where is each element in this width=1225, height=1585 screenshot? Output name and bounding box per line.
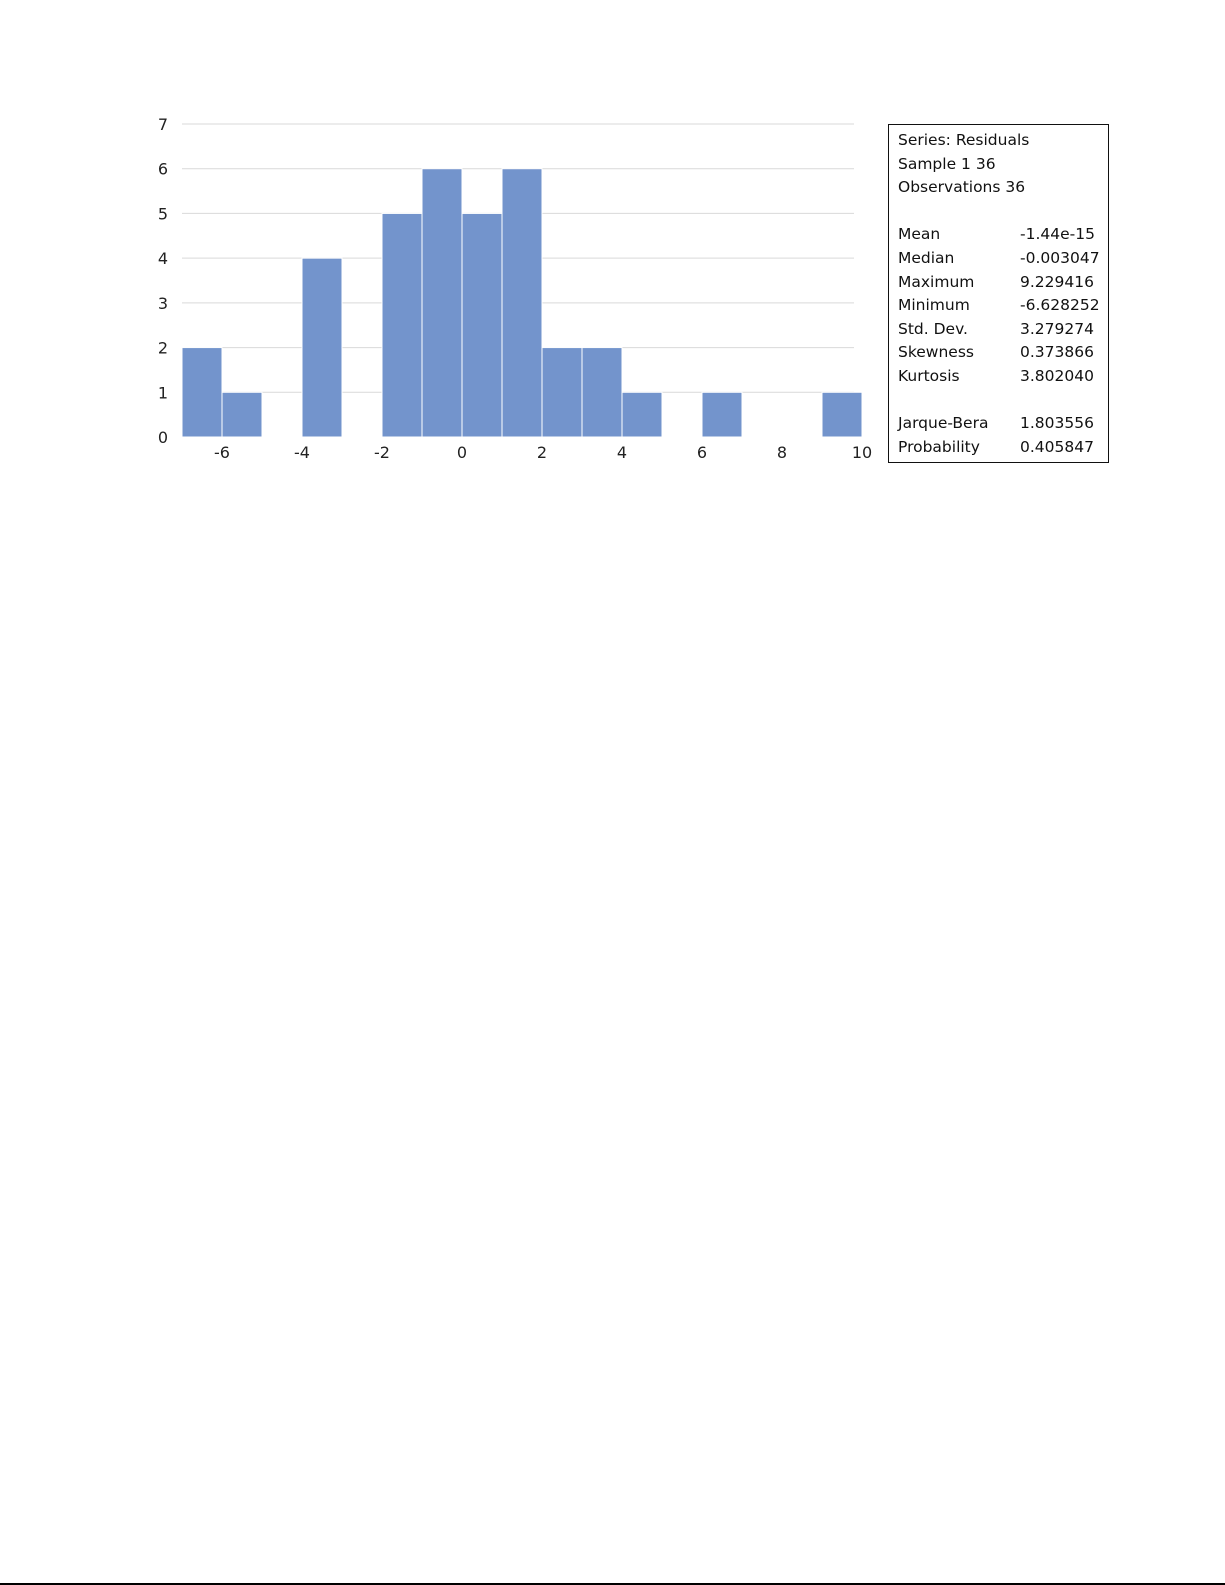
- histogram-bar: [181, 347, 223, 438]
- stat-row-median: Median -0.003047: [898, 247, 1100, 271]
- y-tick-label: 5: [158, 204, 168, 223]
- stat-label: Jarque-Bera: [898, 414, 989, 433]
- y-tick-label: 0: [158, 428, 168, 447]
- stat-label: Mean: [898, 225, 941, 244]
- histogram-bar: [581, 347, 623, 438]
- y-tick-label: 7: [158, 115, 168, 134]
- stat-row-mean: Mean -1.44e-15: [898, 223, 1100, 247]
- stat-value: -0.003047: [1020, 248, 1100, 267]
- stat-label: Skewness: [898, 343, 974, 362]
- y-tick-label: 6: [158, 160, 168, 179]
- stat-value: 9.229416: [1020, 272, 1094, 291]
- stat-row-probability: Probability 0.405847: [898, 436, 1100, 460]
- stat-row-std-dev: Std. Dev. 3.279274: [898, 318, 1100, 342]
- histogram-bar: [301, 257, 343, 438]
- y-axis-ticks: 0 1 2 3 4 5 6 7: [158, 115, 168, 447]
- x-tick-label: 10: [852, 443, 872, 462]
- x-axis-ticks: -6 -4 -2 0 2 4 6 8 10: [214, 443, 872, 462]
- y-tick-label: 4: [158, 249, 168, 268]
- stat-row-minimum: Minimum -6.628252: [898, 294, 1100, 318]
- x-tick-label: 6: [697, 443, 707, 462]
- stat-value: 3.279274: [1020, 319, 1094, 338]
- x-tick-label: -6: [214, 443, 230, 462]
- stat-value: -1.44e-15: [1020, 225, 1095, 244]
- stats-panel: Series: Residuals Sample 1 36 Observatio…: [888, 124, 1109, 463]
- histogram-bar: [701, 391, 743, 438]
- bars: [181, 168, 863, 438]
- y-tick-label: 3: [158, 294, 168, 313]
- stat-value: 0.373866: [1020, 343, 1094, 362]
- stat-row-kurtosis: Kurtosis 3.802040: [898, 365, 1100, 389]
- histogram-bar: [821, 391, 863, 438]
- stat-label: Std. Dev.: [898, 319, 968, 338]
- x-tick-label: -2: [374, 443, 390, 462]
- stat-row-jarque-bera: Jarque-Bera 1.803556: [898, 412, 1100, 436]
- x-tick-label: -4: [294, 443, 310, 462]
- histogram-chart: 0 1 2 3 4 5 6 7 -6 -4 -2 0 2 4 6 8 10: [158, 115, 872, 462]
- x-tick-label: 0: [457, 443, 467, 462]
- sample-label: Sample 1 36: [898, 154, 996, 173]
- stat-label: Median: [898, 248, 955, 267]
- stat-value: -6.628252: [1020, 296, 1100, 315]
- stat-value: 0.405847: [1020, 437, 1094, 456]
- x-tick-label: 8: [777, 443, 787, 462]
- stat-row-maximum: Maximum 9.229416: [898, 271, 1100, 295]
- stat-label: Minimum: [898, 296, 970, 315]
- y-tick-label: 1: [158, 383, 168, 402]
- stat-value: 3.802040: [1020, 366, 1094, 385]
- observations-label: Observations 36: [898, 178, 1026, 197]
- histogram-bar: [421, 168, 463, 438]
- histogram-bar: [501, 168, 543, 438]
- x-tick-label: 4: [617, 443, 627, 462]
- series-label: Series: Residuals: [898, 131, 1030, 149]
- stat-label: Probability: [898, 437, 980, 456]
- stat-row-skewness: Skewness 0.373866: [898, 341, 1100, 365]
- histogram-bar: [461, 212, 503, 438]
- x-tick-label: 2: [537, 443, 547, 462]
- stat-label: Kurtosis: [898, 366, 960, 385]
- histogram-bar: [621, 391, 663, 438]
- stat-value: 1.803556: [1020, 414, 1094, 433]
- stat-label: Maximum: [898, 272, 975, 291]
- histogram-bar: [381, 212, 423, 438]
- page-bottom-border: [0, 1583, 1225, 1585]
- y-tick-label: 2: [158, 339, 168, 358]
- histogram-bar: [221, 391, 263, 438]
- histogram-bar: [541, 347, 583, 438]
